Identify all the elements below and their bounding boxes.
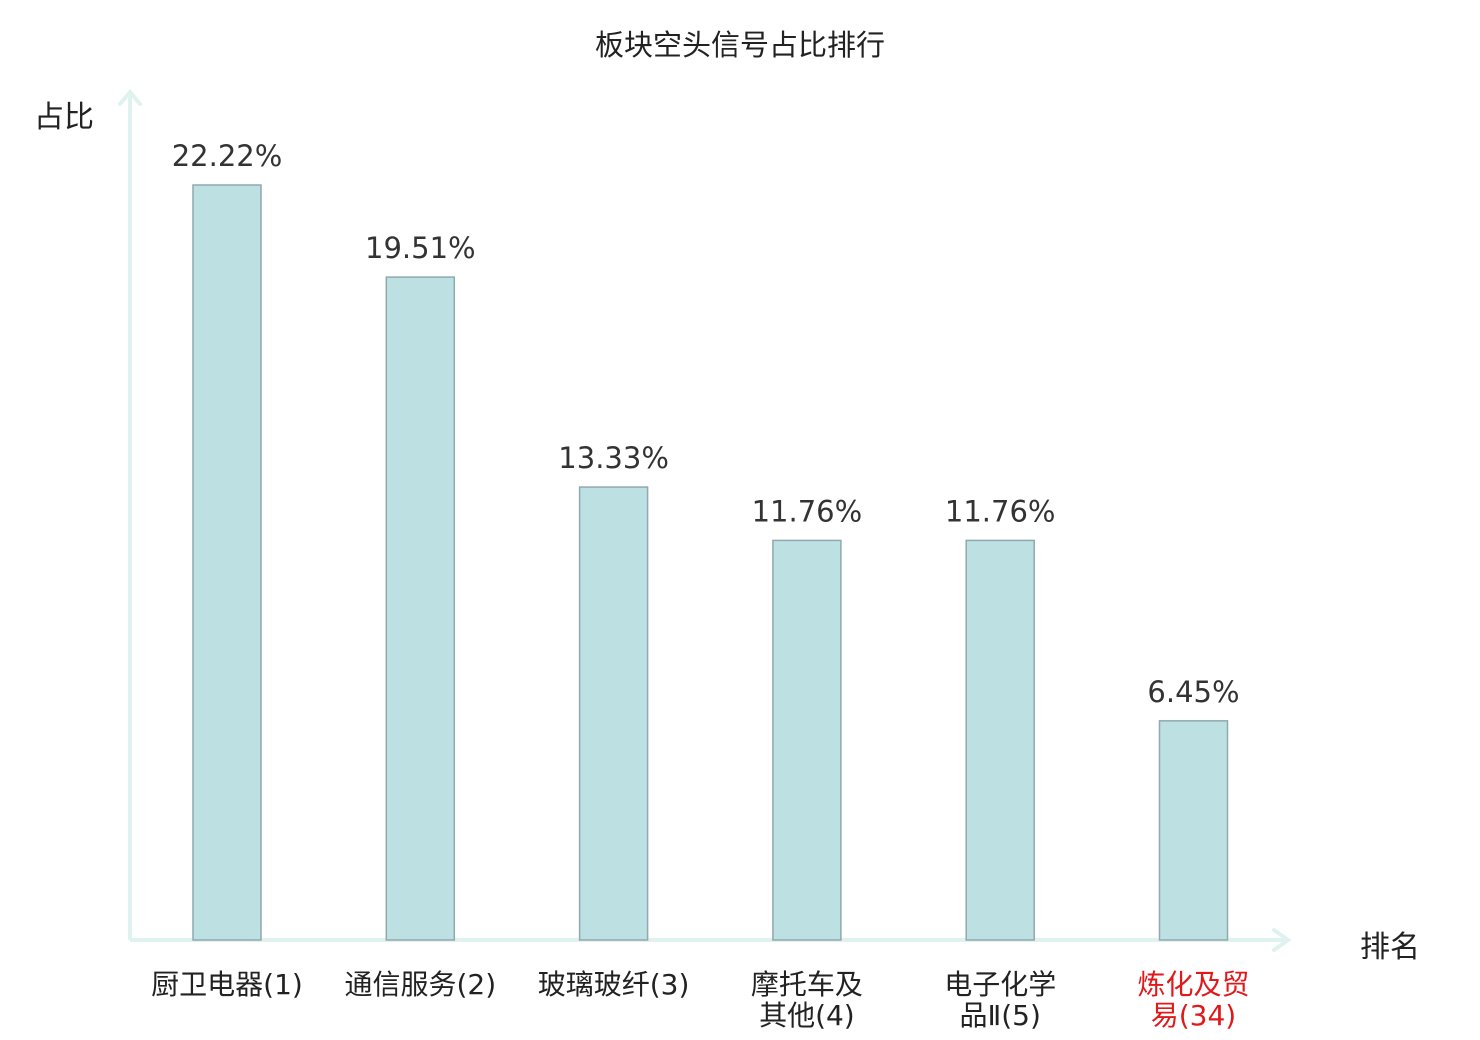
x-tick-label: 通信服务(2) [344, 968, 496, 1001]
x-tick-label: 摩托车及 [751, 968, 863, 1001]
bar-value-label: 22.22% [172, 139, 283, 173]
x-axis-label: 排名 [1360, 930, 1420, 965]
x-tick-label: 厨卫电器(1) [151, 968, 303, 1001]
x-tick-label: 电子化学 [944, 968, 1056, 1001]
bar [192, 184, 262, 941]
x-tick-label: 其他(4) [759, 999, 855, 1032]
bar-value-label: 19.51% [365, 231, 476, 265]
bar-value-label: 13.33% [558, 441, 669, 475]
bar [385, 276, 456, 941]
y-axis-label: 占比 [34, 100, 94, 135]
x-axis-arrow [1272, 928, 1292, 952]
bar [965, 539, 1035, 941]
bar [578, 486, 649, 941]
bar-value-label: 11.76% [945, 494, 1056, 528]
chart-title: 板块空头信号占比排行 [594, 28, 885, 62]
bar-value-label: 11.76% [752, 494, 863, 528]
y-axis-arrow [118, 88, 142, 106]
x-tick-label: 玻璃玻纤(3) [538, 968, 690, 1001]
x-tick-label: 品Ⅱ(5) [959, 999, 1040, 1032]
bar-value-label: 6.45% [1147, 675, 1239, 709]
x-tick-label: 炼化及贸 [1137, 968, 1249, 1001]
bar [772, 539, 842, 941]
bar [1158, 720, 1229, 941]
x-tick-label: 易(34) [1151, 999, 1236, 1032]
